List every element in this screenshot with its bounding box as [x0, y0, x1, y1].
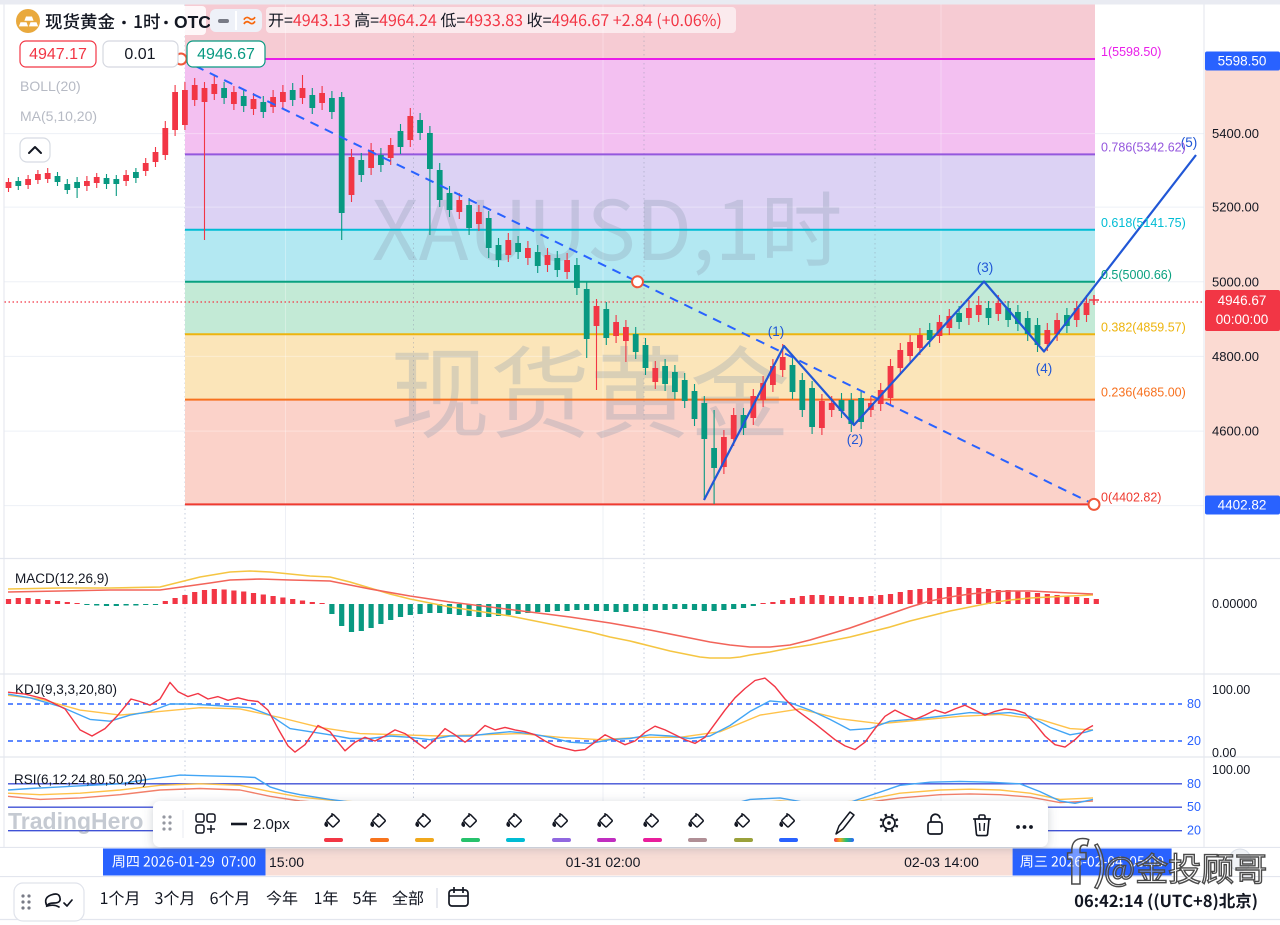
svg-text:5200.00: 5200.00 — [1212, 200, 1259, 215]
svg-text:(4): (4) — [1036, 361, 1053, 376]
svg-text:80: 80 — [1187, 697, 1201, 711]
svg-text:OTC: OTC — [174, 12, 211, 32]
svg-text:50: 50 — [1187, 800, 1201, 814]
svg-text:15:00: 15:00 — [269, 854, 304, 870]
svg-text:(5): (5) — [1181, 135, 1198, 150]
svg-text:0.618(5141.75): 0.618(5141.75) — [1101, 216, 1186, 230]
svg-text:0(4402.82): 0(4402.82) — [1101, 490, 1161, 504]
svg-text:0.00000: 0.00000 — [1212, 597, 1257, 611]
svg-text:0.5(5000.66): 0.5(5000.66) — [1101, 268, 1172, 282]
svg-text:100.00: 100.00 — [1212, 683, 1250, 697]
svg-text:5598.50: 5598.50 — [1218, 54, 1267, 69]
svg-text:80: 80 — [1187, 777, 1201, 791]
svg-text:02-03 14:00: 02-03 14:00 — [904, 854, 979, 870]
svg-text:1(5598.50): 1(5598.50) — [1101, 45, 1161, 59]
svg-text:5400.00: 5400.00 — [1212, 126, 1259, 141]
svg-text:BOLL(20): BOLL(20) — [20, 78, 81, 94]
svg-text:4402.82: 4402.82 — [1218, 498, 1267, 513]
svg-text:0.236(4685.00): 0.236(4685.00) — [1101, 386, 1186, 400]
svg-text:MACD(12,26,9): MACD(12,26,9) — [15, 571, 109, 586]
svg-text:4946.67: 4946.67 — [1218, 293, 1267, 308]
svg-text:0.786(5342.62): 0.786(5342.62) — [1101, 140, 1186, 154]
svg-text:100.00: 100.00 — [1212, 763, 1250, 777]
svg-text:4947.17: 4947.17 — [29, 46, 87, 63]
svg-text:RSI(6,12,24,80,50,20): RSI(6,12,24,80,50,20) — [14, 772, 147, 787]
svg-text:KDJ(9,3,3,20,80): KDJ(9,3,3,20,80) — [15, 682, 117, 697]
svg-text:4946.67: 4946.67 — [197, 46, 255, 63]
svg-text:0.00: 0.00 — [1212, 746, 1236, 760]
svg-text:2.0px: 2.0px — [253, 816, 290, 833]
svg-text:5000.00: 5000.00 — [1212, 274, 1259, 289]
svg-text:0.382(4859.57): 0.382(4859.57) — [1101, 320, 1186, 334]
svg-text:00:00:00: 00:00:00 — [1216, 312, 1269, 327]
svg-text:TradingHero: TradingHero — [8, 808, 143, 834]
svg-text:(3): (3) — [977, 260, 994, 275]
svg-text:01-31 02:00: 01-31 02:00 — [566, 854, 641, 870]
svg-text:MA(5,10,20): MA(5,10,20) — [20, 108, 97, 124]
svg-text:4800.00: 4800.00 — [1212, 349, 1259, 364]
svg-text:(1): (1) — [768, 324, 785, 339]
svg-text:(2): (2) — [847, 432, 864, 447]
svg-text:20: 20 — [1187, 734, 1201, 748]
svg-text:4600.00: 4600.00 — [1212, 424, 1259, 439]
svg-text:0.01: 0.01 — [124, 46, 155, 63]
svg-text:20: 20 — [1187, 824, 1201, 838]
